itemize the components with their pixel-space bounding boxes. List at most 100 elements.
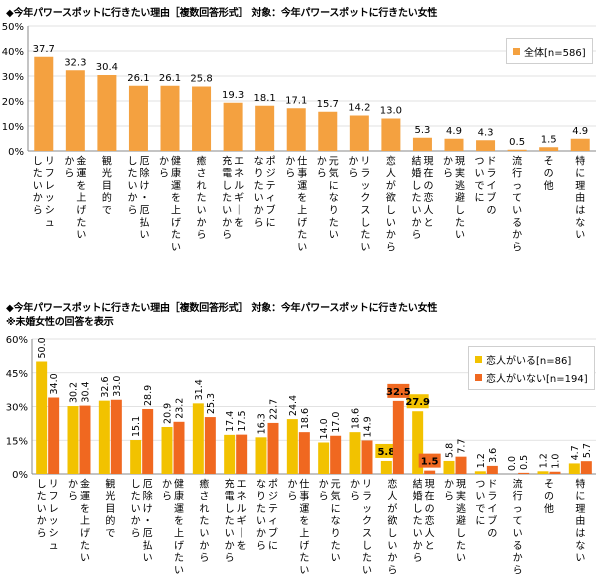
- legend-label: 全体[n=586]: [524, 47, 586, 59]
- category-label: 仕事運を上げたい: [299, 477, 309, 576]
- category-label: 健康運を上げたい: [174, 478, 184, 576]
- bar: [537, 471, 549, 474]
- category-label: 観光目的で: [102, 154, 112, 216]
- data-label: 33.0: [112, 376, 123, 397]
- data-label: 25.3: [206, 393, 217, 414]
- bar: [160, 85, 180, 151]
- category-label: 現在の恋人と: [423, 155, 433, 229]
- data-label: 25.8: [190, 74, 212, 85]
- bar: [286, 108, 306, 151]
- category-label: から: [162, 478, 172, 502]
- bar: [486, 465, 498, 474]
- data-label: 30.4: [81, 381, 92, 402]
- legend-item: 恋人がいる[n=86]: [475, 350, 588, 368]
- category-label: から: [285, 155, 295, 179]
- category-label: エネルギ｜を: [237, 479, 247, 552]
- y-tick-label: 30%: [2, 72, 24, 83]
- category-label: 癒されたいから: [199, 477, 209, 564]
- data-label: 16.3: [257, 413, 268, 434]
- bar: [192, 86, 212, 151]
- category-label: 恋人が欲しいから: [387, 477, 397, 576]
- category-label: から: [317, 155, 327, 179]
- data-label: 1.5: [541, 134, 557, 145]
- legend-swatch: [475, 355, 482, 363]
- category-label: 健康運を上げたい: [171, 155, 181, 253]
- data-label: 7.7: [457, 439, 468, 454]
- bar: [255, 437, 267, 474]
- data-label-highlight: [375, 443, 398, 458]
- category-label: 結婚したいから: [411, 154, 421, 241]
- bar: [128, 85, 148, 151]
- data-label: 22.7: [269, 399, 280, 420]
- bar: [161, 426, 173, 474]
- data-label: 17.5: [237, 410, 248, 431]
- y-tick-label: 0%: [12, 470, 28, 481]
- bar: [173, 421, 185, 474]
- category-label: したいから: [37, 478, 47, 539]
- data-label: 5.3: [414, 125, 430, 136]
- data-label: 17.1: [285, 95, 307, 106]
- y-tick-label: 15%: [6, 436, 28, 447]
- data-label: 0.5: [509, 137, 525, 148]
- data-label: 1.0: [551, 454, 562, 469]
- category-label: ドライブの: [487, 479, 497, 539]
- data-label: 20.9: [163, 403, 174, 424]
- category-label: 充電したいから: [222, 154, 232, 241]
- bar: [298, 432, 310, 474]
- data-label: 3.6: [488, 448, 499, 463]
- category-label: 元気になりたい: [331, 479, 341, 564]
- category-label: 充電したいから: [225, 477, 235, 564]
- category-label: したいから: [33, 155, 43, 216]
- chart1-legend: 全体[n=586]: [506, 38, 593, 64]
- category-label: から: [444, 478, 454, 502]
- category-label: から: [287, 478, 297, 502]
- bar: [223, 102, 243, 151]
- y-tick-label: 40%: [2, 47, 24, 58]
- bar: [392, 400, 404, 474]
- data-label: 1.2: [539, 453, 550, 468]
- category-label: 結婚したいから: [413, 477, 423, 564]
- bar: [130, 440, 142, 474]
- bar: [539, 147, 559, 151]
- bar: [286, 419, 298, 474]
- bar: [443, 460, 455, 474]
- category-label: から: [443, 155, 453, 179]
- data-label: 1.2: [476, 453, 487, 468]
- category-label: 観光目的で: [105, 477, 115, 539]
- bar: [267, 422, 279, 474]
- bar: [412, 137, 432, 151]
- bar: [65, 70, 85, 151]
- category-label: したいから: [127, 155, 137, 216]
- data-label: 5.7: [582, 443, 593, 458]
- category-label: 金運を上げたい: [80, 477, 90, 564]
- category-label: から: [64, 155, 74, 179]
- category-label: なりたいから: [254, 155, 264, 229]
- data-label: 18.1: [254, 93, 276, 104]
- data-label: 17.4: [225, 411, 236, 432]
- bar: [67, 406, 79, 474]
- category-label: 特に理由はない: [575, 155, 585, 241]
- bar: [518, 472, 530, 474]
- category-label: リフレッシュ: [45, 156, 55, 229]
- category-label: リラックスしたい: [362, 479, 372, 576]
- category-label: ついでに: [475, 479, 485, 527]
- category-label: なりたいから: [256, 478, 266, 552]
- data-label: 30.4: [96, 62, 118, 73]
- bar: [412, 411, 424, 474]
- chart1-title: ◆今年パワースポットに行きたい理由［複数回答形式］ 対象：今年パワースポットに行…: [6, 8, 438, 19]
- data-label: 28.9: [143, 385, 154, 406]
- data-label: 14.9: [363, 416, 374, 437]
- bar: [318, 442, 330, 474]
- data-label: 23.2: [175, 398, 186, 419]
- category-label: したいから: [131, 478, 141, 539]
- bar: [380, 460, 392, 474]
- category-label: 恋人が欲しいから: [386, 154, 396, 253]
- bar: [330, 435, 342, 474]
- bar: [474, 471, 486, 474]
- y-tick-label: 20%: [2, 97, 24, 108]
- data-label-highlight: [387, 383, 410, 398]
- y-tick-label: 30%: [6, 403, 28, 414]
- data-label: 17.0: [331, 412, 342, 433]
- data-label: 34.0: [49, 373, 60, 394]
- bar: [142, 408, 154, 474]
